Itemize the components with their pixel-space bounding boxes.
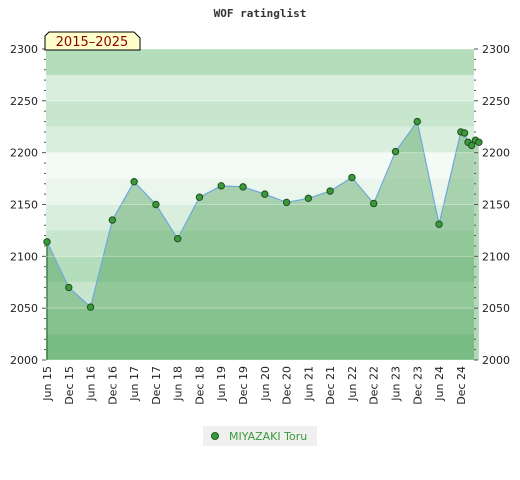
data-point bbox=[348, 173, 356, 182]
y-tick-label-left: 2050 bbox=[10, 302, 38, 315]
x-tick-label: Jun 24 bbox=[433, 366, 446, 402]
y-tick-label-right: 2150 bbox=[482, 199, 510, 212]
legend-marker bbox=[211, 432, 219, 440]
y-tick-label-right: 2100 bbox=[482, 250, 510, 263]
x-tick-label: Jun 16 bbox=[85, 366, 98, 402]
data-point bbox=[65, 283, 73, 292]
band bbox=[46, 126, 474, 153]
y-tick-label-left: 2100 bbox=[10, 250, 38, 263]
data-point bbox=[326, 187, 334, 195]
band bbox=[46, 74, 474, 101]
legend-label: MIYAZAKI Toru bbox=[229, 430, 307, 443]
x-tick-label: Dec 20 bbox=[281, 366, 294, 405]
y-tick-label-right: 2050 bbox=[482, 302, 510, 315]
y-tick-label-left: 2250 bbox=[10, 95, 38, 108]
y-tick-label-right: 2300 bbox=[482, 43, 510, 56]
data-point bbox=[152, 200, 160, 209]
band bbox=[46, 334, 474, 360]
data-point bbox=[217, 182, 225, 190]
data-point bbox=[468, 141, 476, 150]
band bbox=[46, 204, 474, 231]
data-point bbox=[130, 177, 138, 186]
data-point bbox=[86, 303, 95, 311]
y-tick-label-right: 2200 bbox=[482, 147, 510, 160]
x-tick-label: Jun 20 bbox=[259, 366, 272, 402]
x-tick-label: Jun 22 bbox=[346, 366, 359, 402]
x-tick-label: Dec 17 bbox=[150, 366, 163, 405]
x-tick-label: Jun 21 bbox=[302, 366, 315, 402]
data-point bbox=[108, 216, 117, 224]
data-point bbox=[261, 190, 269, 198]
data-point bbox=[475, 138, 483, 147]
x-tick-label: Dec 15 bbox=[63, 366, 76, 405]
y-tick-label-left: 2200 bbox=[10, 147, 38, 160]
x-tick-label: Jun 17 bbox=[128, 366, 141, 402]
data-point bbox=[460, 129, 469, 137]
data-point bbox=[435, 220, 443, 228]
data-point bbox=[304, 194, 313, 202]
data-point bbox=[195, 193, 204, 201]
data-point bbox=[413, 117, 421, 126]
data-point bbox=[282, 198, 291, 207]
band bbox=[46, 230, 474, 257]
band bbox=[46, 308, 474, 335]
band bbox=[46, 178, 474, 205]
data-point bbox=[239, 183, 247, 191]
y-axis-left: 2000 2050 2100 2150 2200 2250 2300 bbox=[10, 43, 46, 367]
x-axis: Jun 15 Dec 15 Jun 16 Dec 16 Jun 17 Dec 17 Jun … bbox=[41, 366, 468, 405]
band bbox=[46, 152, 474, 179]
x-tick-label: Dec 23 bbox=[411, 366, 424, 405]
series-points bbox=[43, 117, 483, 311]
y-tick-label-right: 2000 bbox=[482, 354, 510, 367]
x-tick-label: Jun 23 bbox=[389, 366, 402, 402]
data-point bbox=[173, 235, 182, 243]
period-badge: 2015–2025 bbox=[44, 31, 141, 51]
y-tick-label-left: 2000 bbox=[10, 354, 38, 367]
data-point bbox=[370, 199, 378, 208]
legend: MIYAZAKI Toru bbox=[203, 426, 317, 446]
x-tick-label: Jun 19 bbox=[215, 366, 228, 402]
x-tick-label: Dec 18 bbox=[193, 366, 206, 405]
x-tick-label: Dec 19 bbox=[237, 366, 250, 405]
y-tick-label-right: 2250 bbox=[482, 95, 510, 108]
x-tick-label: Dec 16 bbox=[106, 366, 119, 405]
y-axis-right: 2000 2050 2100 2150 2200 2250 2300 bbox=[474, 43, 510, 367]
band bbox=[46, 282, 474, 309]
x-tick-label: Jun 15 bbox=[41, 366, 54, 402]
x-tick-label: Jun 18 bbox=[172, 366, 185, 402]
x-tick-label: Dec 21 bbox=[324, 366, 337, 405]
y-tick-label-left: 2300 bbox=[10, 43, 38, 56]
x-tick-label: Dec 24 bbox=[455, 366, 468, 405]
y-tick-label-left: 2150 bbox=[10, 199, 38, 212]
x-tick-label: Dec 22 bbox=[368, 366, 381, 405]
period-label: 2015–2025 bbox=[56, 35, 129, 50]
band bbox=[46, 100, 474, 127]
band bbox=[46, 256, 474, 283]
chart-title: WOF ratinglist bbox=[214, 7, 307, 20]
data-point bbox=[391, 147, 400, 156]
background-bands bbox=[46, 49, 474, 360]
band bbox=[46, 49, 474, 75]
area-fill bbox=[47, 121, 479, 360]
data-point bbox=[43, 238, 51, 246]
